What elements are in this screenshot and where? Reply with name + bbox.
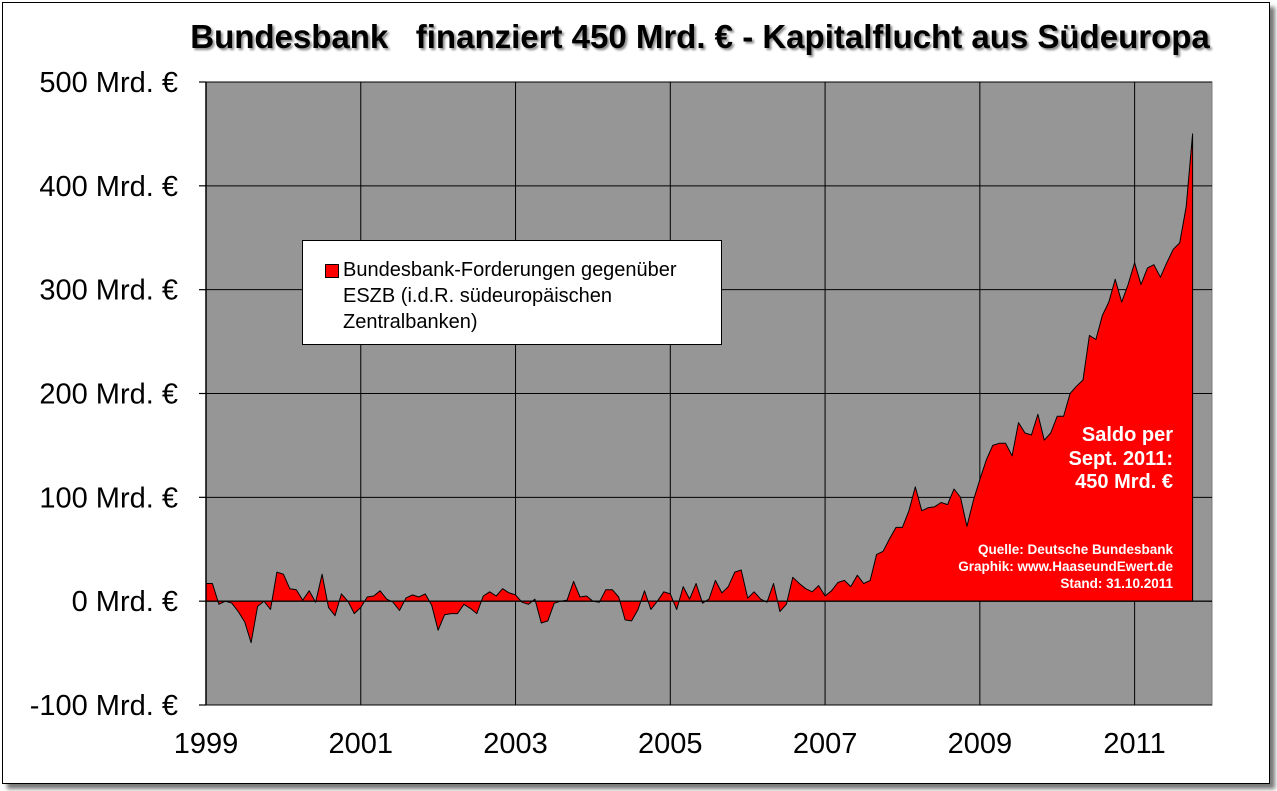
legend-color-swatch [325, 264, 339, 278]
x-tick-label: 2009 [948, 728, 1013, 760]
data-area-series [205, 133, 1194, 644]
chart-title: Bundesbank finanziert 450 Mrd. € - Kapit… [190, 18, 1210, 55]
y-tick-label: 300 Mrd. € [39, 275, 178, 307]
saldo-line-1: Saldo per [1081, 424, 1173, 446]
source-line-3: Stand: 31.10.2011 [1060, 576, 1173, 591]
legend-label: Bundesbank-Forderungen gegenüber ESZB (i… [343, 259, 677, 333]
x-tick-label: 1999 [174, 728, 239, 760]
legend: Bundesbank-Forderungen gegenüber ESZB (i… [302, 240, 722, 345]
y-tick-label: 0 Mrd. € [72, 586, 178, 618]
y-tick-label: 200 Mrd. € [39, 379, 178, 411]
saldo-line-2: Sept. 2011: [1068, 447, 1173, 470]
source-line-2: Graphik: www.HaaseundEwert.de [958, 559, 1173, 574]
y-tick-label: 400 Mrd. € [39, 171, 178, 203]
source-line-1: Quelle: Deutsche Bundesbank [977, 542, 1173, 557]
saldo-annotation: Saldo per Sept. 2011: 450 Mrd. € [1010, 424, 1173, 495]
x-tick-label: 2011 [1103, 728, 1165, 760]
y-tick-label: 500 Mrd. € [39, 67, 178, 99]
y-axis-tick-labels: -100 Mrd. € 0 Mrd. € 100 Mrd. € 200 Mrd. € 3… [30, 67, 178, 722]
y-tick-label: -100 Mrd. € [30, 690, 178, 722]
x-axis-tick-labels: 1999 2001 2003 2005 2007 2009 2011 [174, 728, 1166, 760]
x-tick-label: 2003 [483, 728, 548, 760]
axes [199, 81, 1212, 706]
x-tick-label: 2001 [329, 728, 394, 760]
x-tick-label: 2005 [638, 728, 703, 760]
x-tick-label: 2007 [793, 728, 858, 760]
saldo-line-3: 450 Mrd. € [1075, 471, 1173, 493]
source-note: Quelle: Deutsche Bundesbank Graphik: www… [860, 541, 1173, 592]
y-tick-label: 100 Mrd. € [39, 482, 178, 514]
